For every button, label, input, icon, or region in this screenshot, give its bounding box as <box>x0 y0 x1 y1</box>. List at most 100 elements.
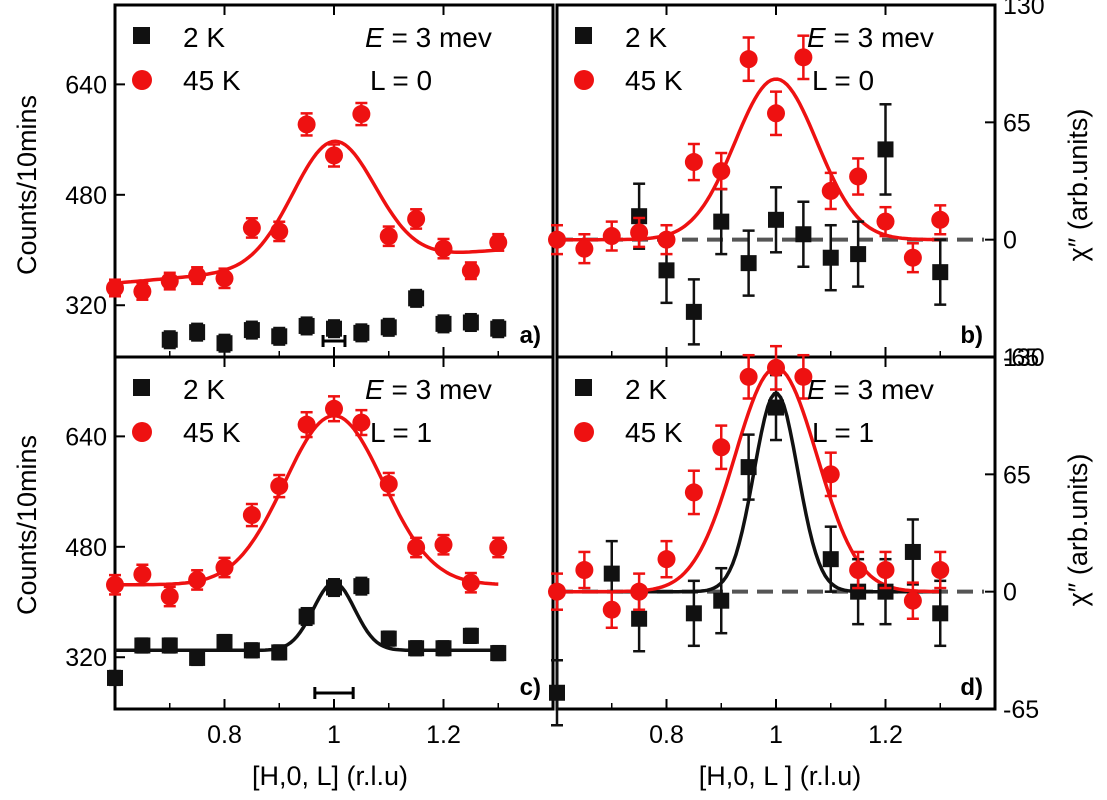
panel-frame <box>113 3 555 359</box>
energy-symbol: E <box>807 374 833 405</box>
legend-marker-square <box>575 27 592 44</box>
panel-label: d) <box>960 674 983 701</box>
data-point-circle <box>712 162 731 181</box>
data-point-square <box>822 249 839 266</box>
y-tick-label: 130 <box>1003 0 1045 20</box>
data-point-circle <box>739 50 758 69</box>
data-point-square <box>298 608 315 625</box>
data-point-circle <box>106 575 124 594</box>
data-point-square <box>243 322 260 339</box>
y-axis-title-right: χ″ (arb.units) <box>1063 454 1093 607</box>
y-tick-label: 480 <box>65 182 107 210</box>
l-annotation: L = 0 <box>370 65 432 96</box>
data-point-square <box>904 543 921 560</box>
energy-symbol: E <box>365 374 391 405</box>
legend-label: 45 K <box>183 65 241 96</box>
data-point-square <box>271 644 288 661</box>
data-point-circle <box>602 600 621 619</box>
y-axis-title-left: Counts/10mins <box>12 435 42 615</box>
data-point-circle <box>270 222 289 241</box>
y-tick-label: 65 <box>1003 461 1031 489</box>
data-point-square <box>161 331 178 348</box>
data-point-square <box>435 315 452 332</box>
chart-panel-4: 0.8 1 1.2 -65 0 65 130 2 K 45 K E = 3 mev L = 1 d) <box>548 344 1045 749</box>
data-point-circle <box>849 561 868 580</box>
energy-value: = 3 mev <box>833 22 933 53</box>
data-point-square <box>631 208 648 225</box>
panel-frame <box>555 3 997 359</box>
fit-curve-red <box>557 77 941 242</box>
energy-annotation: E = 3 mev <box>365 22 492 53</box>
legend-marker-square <box>575 379 592 396</box>
data-point-circle <box>630 223 649 242</box>
data-point-square <box>822 551 839 568</box>
data-point-square <box>713 213 730 230</box>
legend-label: 45 K <box>625 65 683 96</box>
fit-curve-red <box>115 413 499 587</box>
data-point-square <box>603 565 620 582</box>
x-tick-label: 1 <box>327 721 341 749</box>
data-point-circle <box>215 269 234 288</box>
y-tick-label: 640 <box>65 423 107 451</box>
data-point-circle <box>434 239 453 258</box>
data-point-square <box>353 578 370 595</box>
y-tick-label: 640 <box>65 71 107 99</box>
fit-curve-red <box>557 366 941 594</box>
data-point-square <box>631 610 648 627</box>
data-point-circle <box>575 239 594 258</box>
data-point-square <box>462 627 479 644</box>
energy-annotation: E = 3 mev <box>807 374 934 405</box>
legend-marker-circle <box>132 70 152 90</box>
panel-label: a) <box>520 322 541 349</box>
data-point-circle <box>133 282 152 301</box>
data-point-circle <box>489 538 508 557</box>
data-point-square <box>932 264 949 281</box>
data-point-circle <box>325 399 343 418</box>
data-point-circle <box>215 558 234 577</box>
data-point-circle <box>242 506 261 525</box>
data-point-circle <box>657 230 676 249</box>
data-point-circle <box>160 587 179 606</box>
data-point-square <box>380 630 397 647</box>
data-point-circle <box>712 438 731 457</box>
data-point-circle <box>461 261 480 280</box>
y-tick-label: -65 <box>1003 696 1039 724</box>
data-point-circle <box>903 591 922 610</box>
data-point-square <box>134 637 151 654</box>
data-point-square <box>243 642 260 659</box>
legend-marker-square <box>133 379 150 396</box>
data-point-circle <box>931 561 950 580</box>
data-point-square <box>107 669 123 686</box>
data-point-square <box>189 324 206 341</box>
data-point-circle <box>602 227 621 246</box>
data-point-square <box>189 649 206 666</box>
l-annotation: L = 1 <box>812 417 874 448</box>
data-point-square <box>740 255 757 272</box>
data-point-circle <box>903 248 922 267</box>
data-point-circle <box>794 367 813 386</box>
legend-marker-circle <box>574 70 594 90</box>
legend-label: 45 K <box>183 417 241 448</box>
data-point-circle <box>821 465 840 484</box>
data-point-circle <box>931 210 950 229</box>
y-axis-title-right: χ″ (arb.units) <box>1063 109 1093 262</box>
data-point-square <box>490 320 507 337</box>
y-tick-label: 320 <box>65 644 107 672</box>
data-point-square <box>877 141 894 158</box>
x-axis-title-right: [H,0, L ] (r.l.u) <box>699 761 862 791</box>
data-point-square <box>549 684 565 701</box>
data-point-square <box>216 634 233 651</box>
data-point-square <box>435 640 452 657</box>
y-tick-label: 0 <box>1003 227 1017 255</box>
data-point-circle <box>794 48 813 67</box>
data-point-circle <box>297 415 316 434</box>
data-point-circle <box>849 167 868 186</box>
data-point-circle <box>489 233 508 252</box>
data-point-square <box>298 317 315 334</box>
data-point-circle <box>767 104 785 123</box>
x-tick-label: 1 <box>769 721 783 749</box>
data-point-circle <box>548 582 566 601</box>
data-point-circle <box>325 146 343 165</box>
data-point-circle <box>434 535 453 554</box>
data-point-circle <box>160 272 179 291</box>
